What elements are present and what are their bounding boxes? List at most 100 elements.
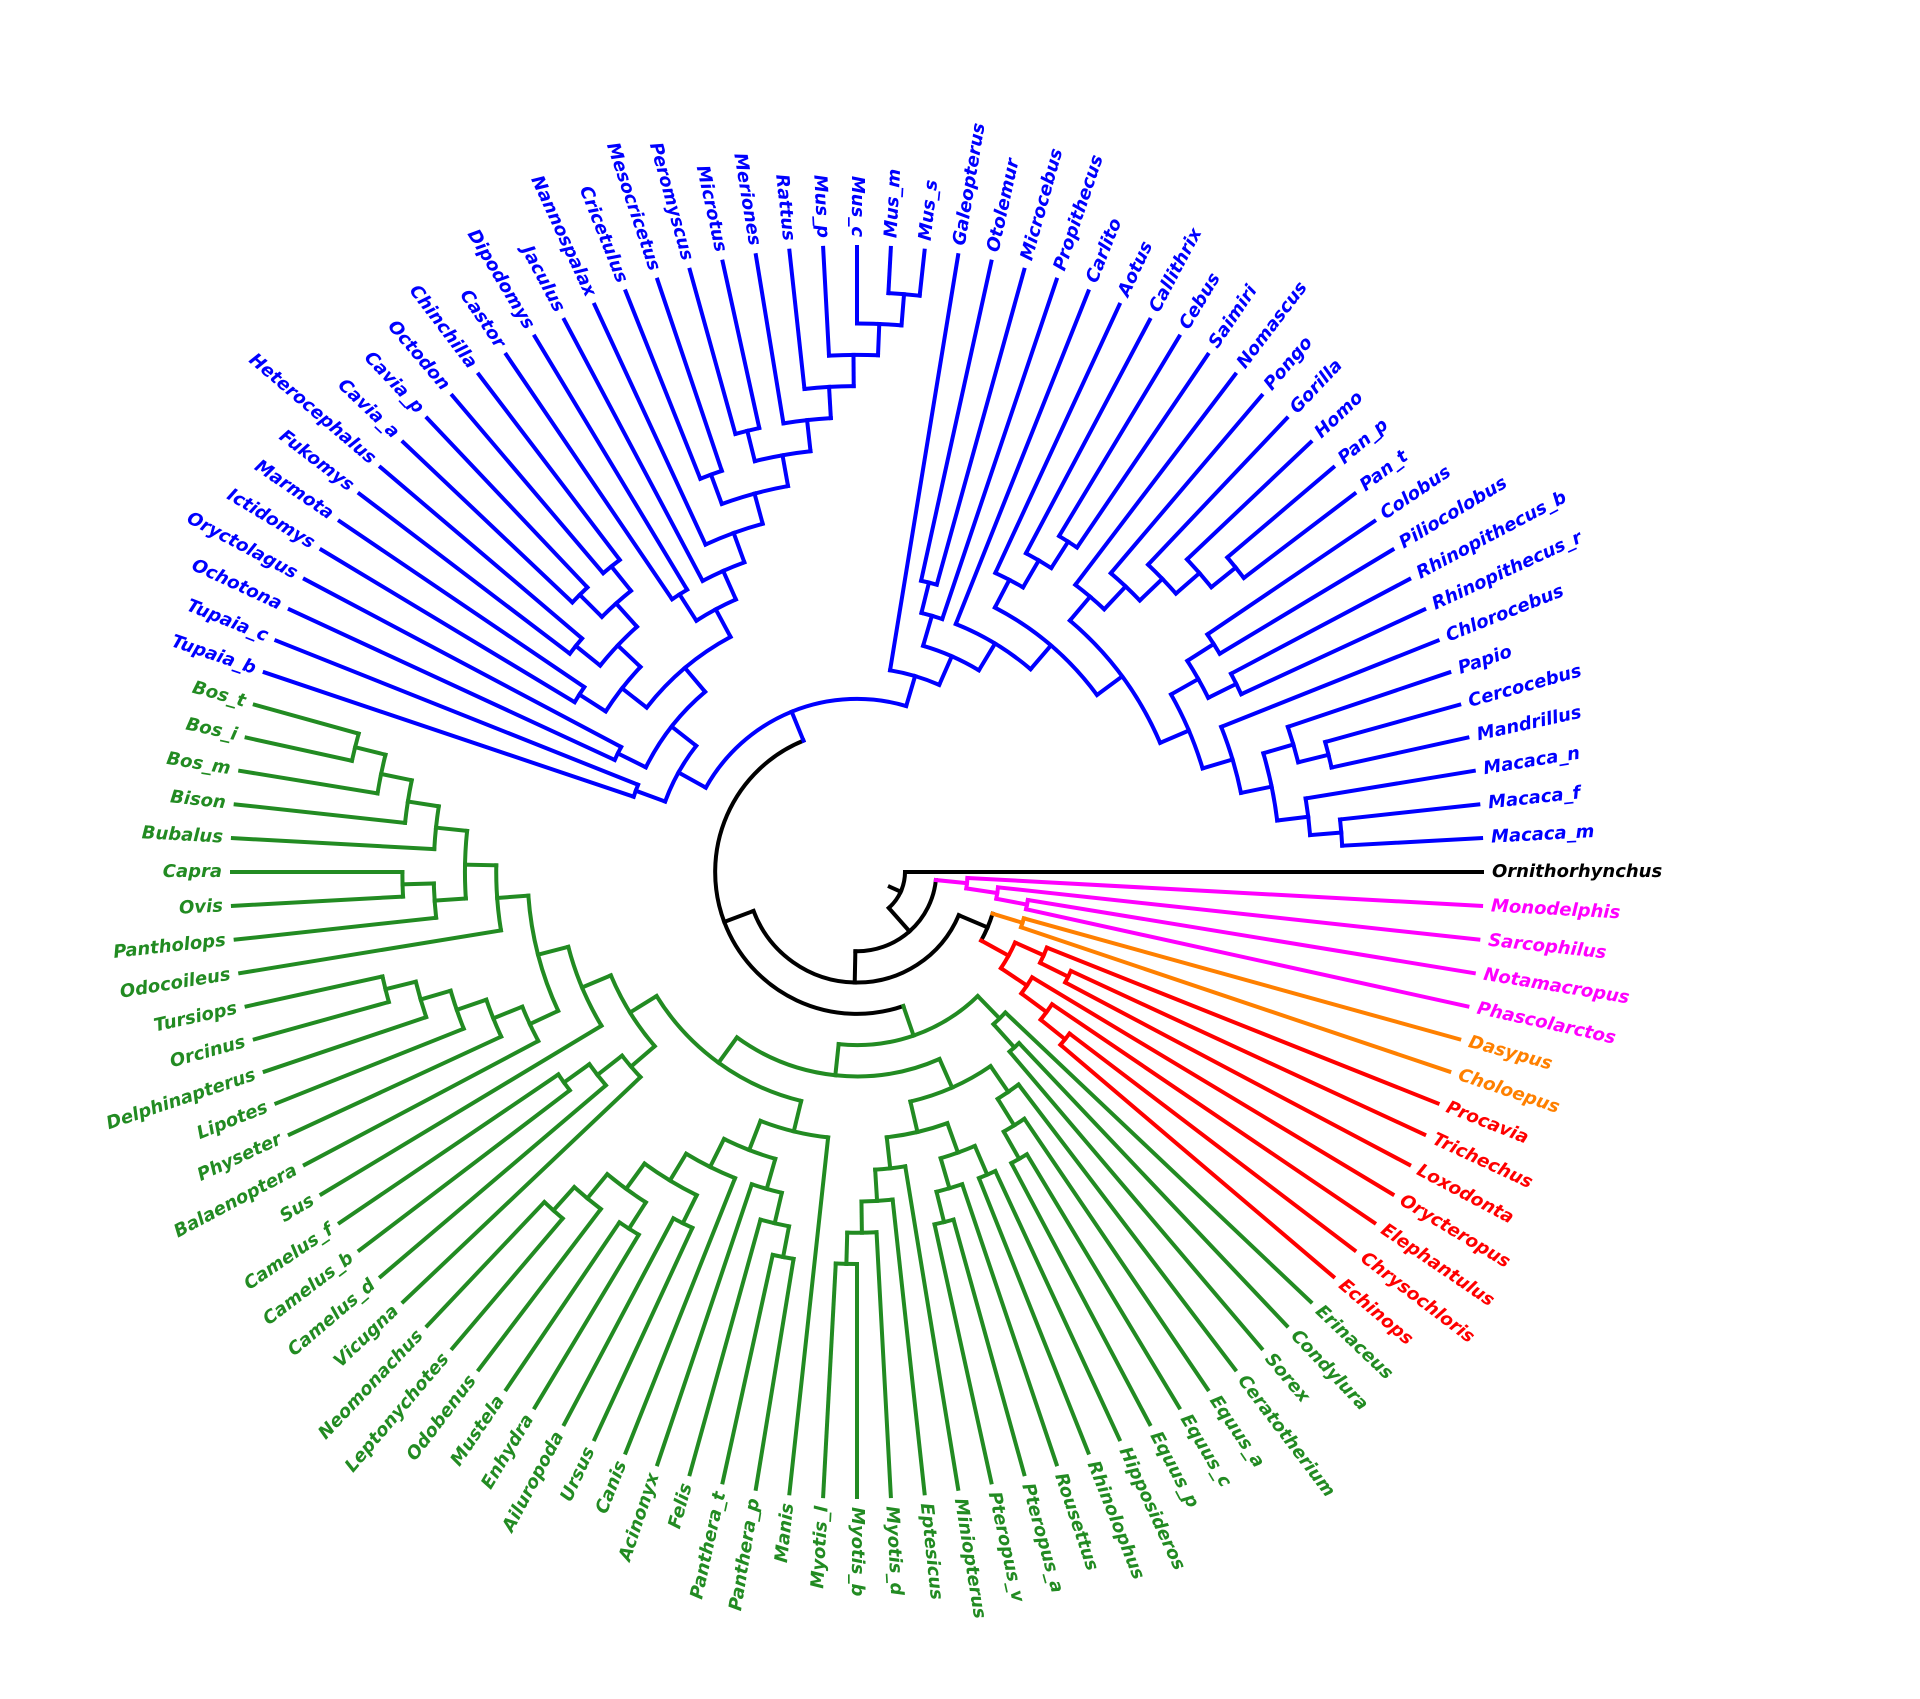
taxon-label: Dasypus bbox=[1466, 1031, 1555, 1074]
branch bbox=[1025, 897, 1477, 976]
branch bbox=[1303, 768, 1477, 801]
branch bbox=[953, 288, 1091, 627]
branch bbox=[920, 613, 935, 649]
branch bbox=[561, 1215, 677, 1427]
branch bbox=[550, 1184, 578, 1214]
branch bbox=[965, 875, 1484, 908]
branch bbox=[875, 321, 882, 358]
branch bbox=[418, 988, 454, 1003]
branch bbox=[1238, 606, 1427, 697]
branch-arc bbox=[757, 1118, 831, 1140]
branch bbox=[918, 259, 994, 584]
branch bbox=[934, 267, 1027, 588]
branch bbox=[934, 1189, 947, 1225]
taxon-label: Canis bbox=[591, 1458, 631, 1517]
branch bbox=[1101, 583, 1129, 613]
branch bbox=[885, 905, 913, 935]
branch bbox=[433, 825, 470, 834]
branch bbox=[654, 277, 725, 474]
branch-arc bbox=[713, 738, 906, 1016]
branch-arc bbox=[519, 1004, 541, 1044]
branch bbox=[1057, 1041, 1337, 1280]
branch bbox=[233, 802, 408, 826]
taxon-label: Bos_m bbox=[165, 748, 232, 779]
branch-arc bbox=[907, 1063, 994, 1104]
branch bbox=[721, 908, 757, 925]
branch bbox=[576, 691, 609, 715]
taxon-label: Felis bbox=[664, 1481, 697, 1531]
taxon-label: Orcinus bbox=[168, 1031, 248, 1072]
branch bbox=[708, 472, 725, 507]
branch-arc bbox=[1018, 974, 1035, 997]
branch-arc bbox=[920, 643, 982, 674]
taxon-label: Papio bbox=[1455, 641, 1514, 679]
branch bbox=[933, 877, 970, 886]
branch-arc bbox=[1067, 617, 1163, 746]
branch bbox=[576, 591, 605, 620]
branch bbox=[579, 972, 614, 991]
branch-arc bbox=[604, 1171, 649, 1206]
branch bbox=[687, 1217, 763, 1477]
branch bbox=[302, 1038, 541, 1168]
branch bbox=[900, 1003, 917, 1039]
taxon-label: Bos_t bbox=[190, 677, 249, 712]
branch bbox=[682, 665, 708, 695]
branch bbox=[262, 669, 637, 800]
taxon-label: Myotis_l bbox=[807, 1505, 832, 1590]
branch-arc bbox=[859, 1197, 895, 1204]
taxon-label: Galeopterus bbox=[949, 121, 990, 247]
taxon-label: Rattus bbox=[771, 173, 799, 242]
branch bbox=[377, 464, 585, 642]
taxon-label: Otolemur bbox=[983, 156, 1024, 254]
branch bbox=[1274, 814, 1311, 823]
branch bbox=[561, 1061, 593, 1086]
branch bbox=[584, 1171, 611, 1202]
branch bbox=[720, 259, 762, 431]
branch bbox=[619, 685, 650, 711]
branch bbox=[244, 735, 355, 764]
branch bbox=[976, 1175, 1091, 1456]
branch bbox=[764, 1156, 778, 1192]
branch bbox=[936, 1056, 955, 1091]
branch bbox=[675, 769, 709, 791]
branch bbox=[1145, 415, 1290, 568]
branch bbox=[1157, 727, 1192, 746]
branch bbox=[615, 750, 649, 770]
taxon-label: Odocoileus bbox=[118, 964, 232, 1003]
branch bbox=[1027, 642, 1054, 673]
branch bbox=[1218, 638, 1441, 730]
branch bbox=[1184, 439, 1314, 563]
branch bbox=[503, 351, 675, 603]
branch bbox=[1136, 575, 1166, 604]
branch bbox=[1238, 784, 1274, 796]
taxon-label: Aotus bbox=[1113, 238, 1158, 302]
branch bbox=[449, 1215, 566, 1352]
root-stem bbox=[887, 884, 904, 895]
branch bbox=[623, 288, 703, 482]
branch bbox=[424, 415, 591, 591]
branch-arc bbox=[702, 521, 766, 548]
taxon-label: Notamacropus bbox=[1482, 964, 1631, 1009]
branch bbox=[932, 1221, 994, 1485]
branch bbox=[886, 245, 893, 296]
branch bbox=[1216, 547, 1396, 657]
branch bbox=[532, 1231, 642, 1411]
branch bbox=[938, 1155, 952, 1191]
branch bbox=[400, 439, 576, 606]
branch bbox=[535, 944, 571, 958]
branch bbox=[252, 702, 362, 737]
branch-arc bbox=[693, 596, 739, 624]
branch bbox=[383, 979, 419, 992]
branch bbox=[919, 580, 932, 616]
branch bbox=[273, 638, 641, 788]
taxon-label: Manis bbox=[771, 1502, 798, 1564]
branch bbox=[623, 1160, 648, 1192]
branch bbox=[715, 1034, 740, 1066]
taxon-label: Sarcophilus bbox=[1487, 930, 1607, 964]
branch bbox=[594, 1052, 625, 1078]
branch bbox=[1205, 681, 1239, 701]
branch bbox=[1018, 924, 1452, 1075]
branch bbox=[752, 491, 766, 527]
branch-arc bbox=[653, 993, 804, 1104]
branch bbox=[623, 1175, 738, 1456]
